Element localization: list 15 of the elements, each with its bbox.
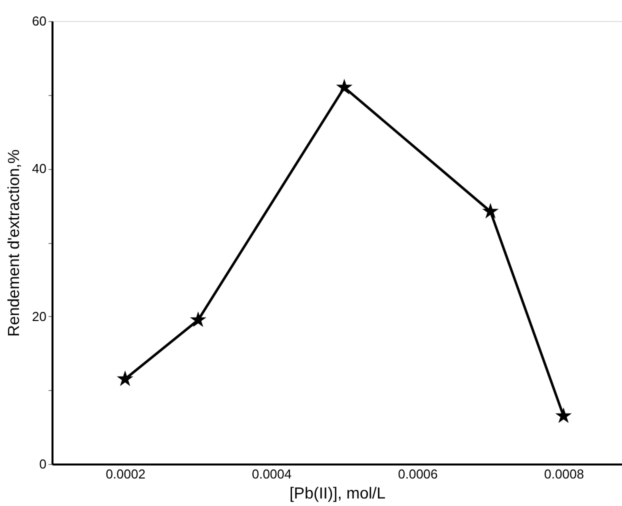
x-axis-title: [Pb(II)], mol/L <box>289 486 386 502</box>
x-tick-label: 0.0002 <box>106 466 146 482</box>
y-tick-label: 20 <box>32 308 46 324</box>
point <box>482 202 499 218</box>
y-axis-title: Rendement d'extraction,% <box>6 149 24 337</box>
x-tick-label: 0.0008 <box>544 466 584 482</box>
point <box>190 311 206 328</box>
y-tick-label: 40 <box>32 161 46 176</box>
point <box>555 407 572 424</box>
point <box>336 78 353 94</box>
x-tick-label: 0.0006 <box>398 466 438 482</box>
y-tick-label: 60 <box>32 14 46 28</box>
x-tick-label: 0.0004 <box>252 466 292 482</box>
y-tick-label: 0 <box>39 456 46 472</box>
point <box>116 370 134 386</box>
